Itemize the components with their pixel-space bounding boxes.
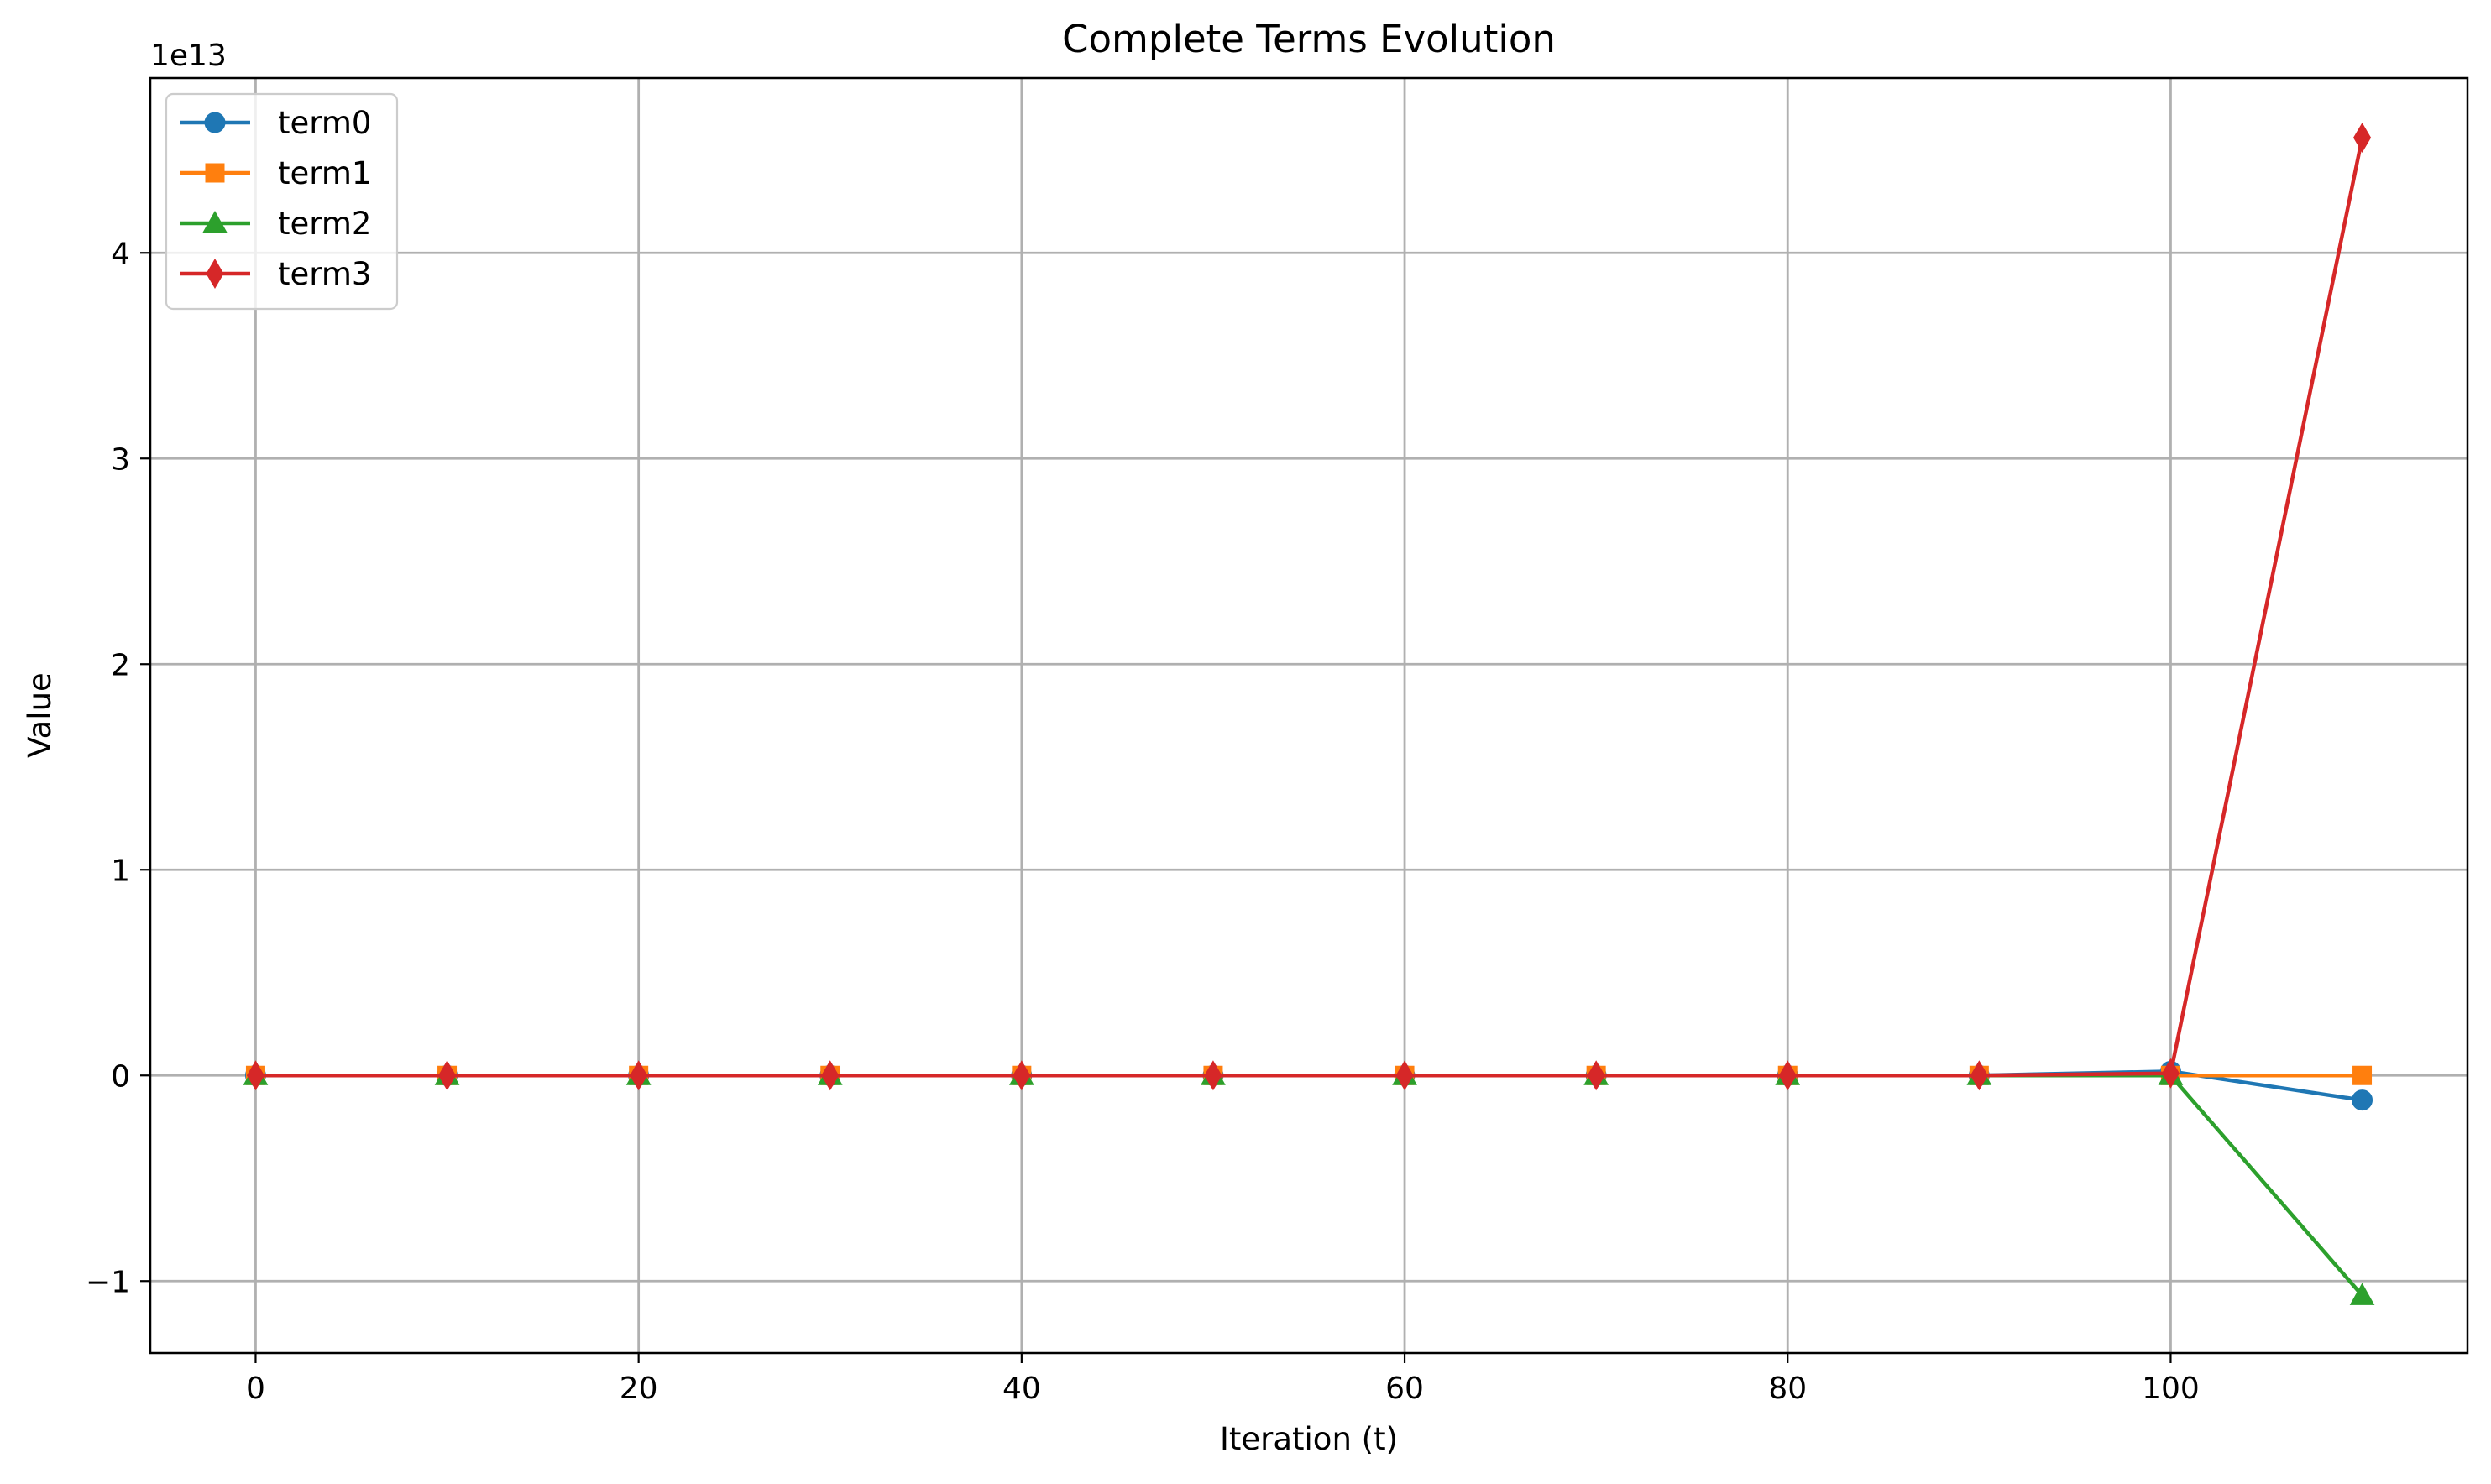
legend-label: term0 [278,105,371,141]
x-tick-label: 40 [1002,1372,1041,1406]
data-point-term3 [1395,1060,1414,1091]
data-point-term2 [2349,1283,2375,1305]
data-point-term3 [1970,1060,1988,1091]
y-tick-label: 0 [111,1059,130,1094]
data-point-term3 [2352,123,2372,154]
legend-label: term3 [278,256,371,292]
data-point-term3 [437,1060,457,1091]
x-tick-label: 80 [1768,1372,1807,1406]
legend-entry-term0: term0 [180,105,371,141]
data-point-term3 [246,1060,265,1091]
ticks: 0 20 40 60 80 100 −1 0 1 2 3 4 [86,237,2200,1406]
y-tick-label: −1 [86,1265,130,1299]
data-point-term3 [1778,1060,1797,1091]
data-point-term3 [1013,1060,1031,1091]
chart-title: Complete Terms Evolution [1062,17,1556,61]
legend-label: term1 [278,155,371,191]
plot-frame [149,76,2469,1355]
y-axis-label: Value [22,672,58,758]
legend-swatch-marker [204,112,226,133]
data-point-term3 [1587,1060,1605,1091]
legend-swatch-marker [205,163,225,183]
x-tick-label: 20 [620,1372,658,1406]
legend-label: term2 [278,206,371,242]
x-tick-label: 0 [246,1372,265,1406]
x-tick-label: 60 [1385,1372,1424,1406]
data-point-term3 [1204,1060,1222,1091]
series-layer [243,123,2375,1305]
x-axis-label: Iteration (t) [1220,1421,1398,1457]
legend-swatch-marker [206,259,224,289]
y-tick-label: 3 [111,442,130,477]
data-point-term0 [2352,1089,2373,1111]
legend-entry-term2: term2 [180,206,371,242]
series-term3 [246,123,2372,1091]
x-tick-label: 100 [2142,1372,2200,1406]
legend-swatch-marker [202,210,228,233]
legend-entry-term1: term1 [180,155,371,191]
data-point-term1 [2352,1065,2373,1085]
data-point-term3 [2161,1058,2180,1089]
y-tick-label: 4 [111,237,130,271]
y-axis-offset-label: 1e13 [150,39,227,73]
legend-entry-term3: term3 [180,256,371,292]
series-line-term3 [255,137,2364,1078]
y-tick-label: 2 [111,648,130,682]
data-point-term3 [821,1060,840,1091]
legend: term0 term1 term2 term3 [165,92,399,311]
legend-frame [165,92,399,311]
y-tick-label: 1 [111,854,130,888]
data-point-term3 [630,1060,648,1091]
